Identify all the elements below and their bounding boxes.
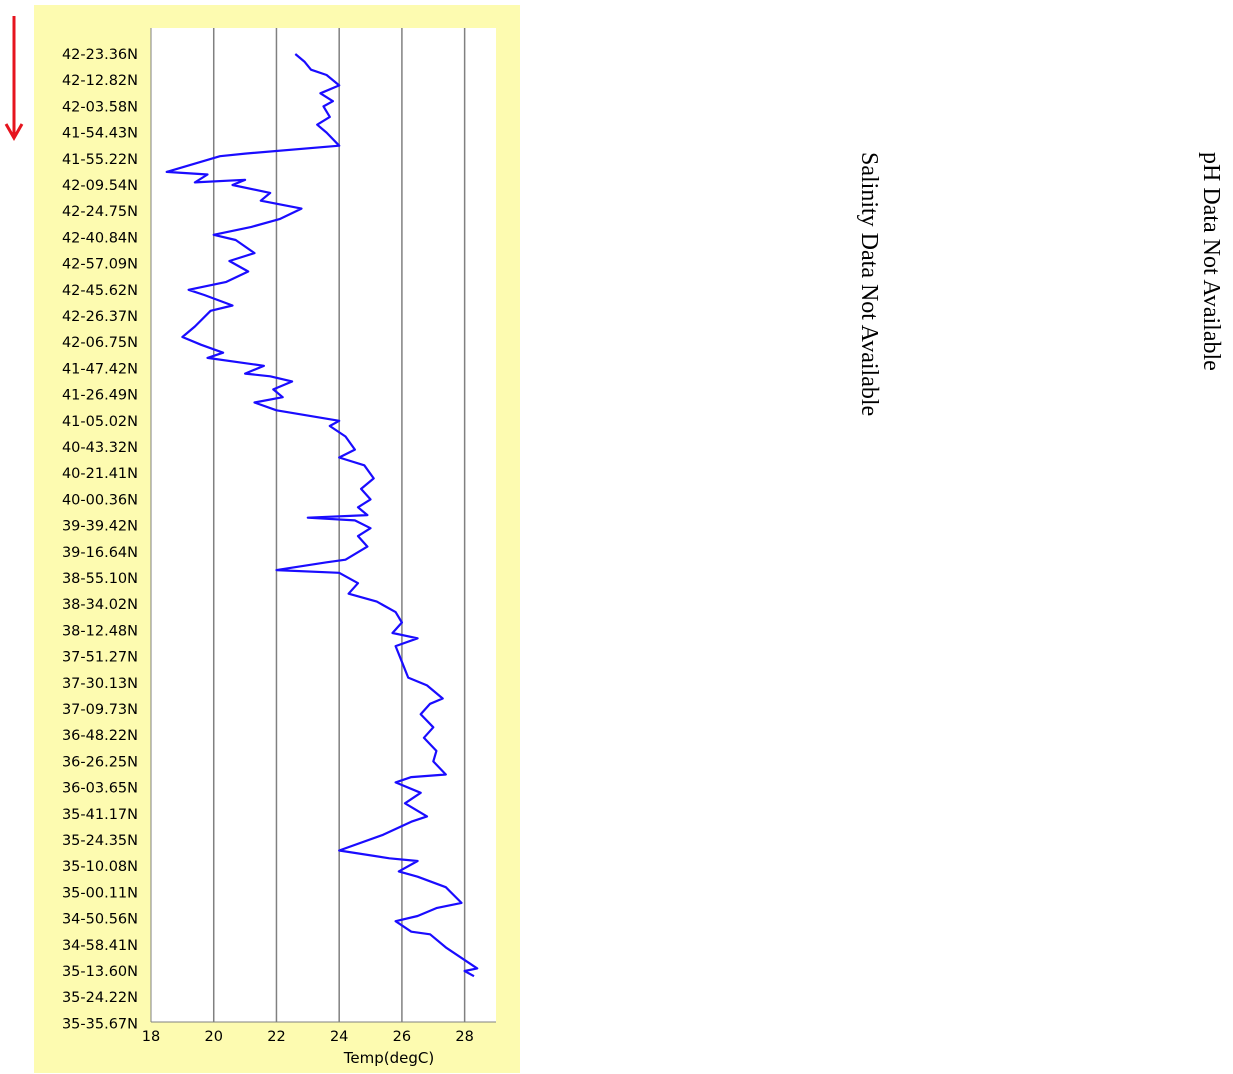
temperature-series-line: [165, 53, 479, 978]
y-tick-labels: 42-23.36N 42-12.82N 42-03.58N 41-54.43N 41-5…: [62, 47, 138, 1032]
y-tick-label: 39-16.64N: [62, 545, 138, 561]
y-tick-label: 40-00.36N: [62, 492, 138, 508]
ph-unavailable-message: pH Data Not Available: [1198, 152, 1224, 371]
y-tick-label: 38-34.02N: [62, 597, 138, 613]
y-tick-label: 40-21.41N: [62, 466, 138, 482]
y-tick-label: 42-12.82N: [62, 73, 138, 89]
y-tick-label: 41-47.42N: [62, 361, 138, 377]
y-tick-label: 35-41.17N: [62, 807, 138, 823]
y-tick-label: 41-55.22N: [62, 152, 138, 168]
x-tick-label: 24: [330, 1029, 348, 1045]
x-tick-label: 26: [393, 1029, 411, 1045]
y-tick-label: 36-48.22N: [62, 728, 138, 744]
x-tick-labels: 18 20 22 24 26 28: [142, 1029, 474, 1045]
y-tick-label: 38-55.10N: [62, 571, 138, 587]
y-tick-label: 37-09.73N: [62, 702, 138, 718]
y-tick-label: 42-26.37N: [62, 309, 138, 325]
y-tick-label: 42-57.09N: [62, 257, 138, 273]
y-tick-label: 35-10.08N: [62, 859, 138, 875]
y-tick-label: 35-24.35N: [62, 833, 138, 849]
y-tick-label: 35-00.11N: [62, 885, 138, 901]
temperature-chart: 42-23.36N 42-12.82N 42-03.58N 41-54.43N 41-5…: [62, 28, 496, 1067]
down-arrow-icon: [4, 16, 24, 142]
x-tick-label: 22: [267, 1029, 285, 1045]
y-tick-label: 42-23.36N: [62, 47, 138, 63]
gridlines: [212, 28, 466, 1022]
y-tick-label: 42-09.54N: [62, 178, 138, 194]
y-tick-label: 35-24.22N: [62, 990, 138, 1006]
y-tick-label: 42-06.75N: [62, 335, 138, 351]
y-tick-label: 42-03.58N: [62, 99, 138, 115]
x-axis-title: Temp(degC): [343, 1049, 434, 1067]
y-tick-label: 35-13.60N: [62, 964, 138, 980]
y-tick-label: 42-24.75N: [62, 204, 138, 220]
salinity-unavailable-message: Salinity Data Not Available: [856, 152, 882, 417]
y-tick-label: 41-26.49N: [62, 388, 138, 404]
y-tick-label: 42-45.62N: [62, 283, 138, 299]
y-tick-label: 41-05.02N: [62, 414, 138, 430]
y-tick-label: 40-43.32N: [62, 440, 138, 456]
y-tick-label: 37-51.27N: [62, 650, 138, 666]
temperature-chart-panel: 42-23.36N 42-12.82N 42-03.58N 41-54.43N 41-5…: [34, 5, 520, 1073]
x-tick-label: 18: [142, 1029, 160, 1045]
y-tick-label: 39-39.42N: [62, 519, 138, 535]
y-tick-label: 37-30.13N: [62, 676, 138, 692]
plot-area: [151, 28, 496, 1022]
y-tick-label: 36-03.65N: [62, 781, 138, 797]
y-tick-label: 42-40.84N: [62, 230, 138, 246]
x-tick-label: 20: [205, 1029, 223, 1045]
y-tick-label: 36-26.25N: [62, 754, 138, 770]
y-tick-label: 35-35.67N: [62, 1016, 138, 1032]
y-tick-label: 34-58.41N: [62, 938, 138, 954]
y-tick-label: 41-54.43N: [62, 126, 138, 142]
x-tick-label: 28: [455, 1029, 473, 1045]
y-tick-label: 34-50.56N: [62, 912, 138, 928]
y-tick-label: 38-12.48N: [62, 623, 138, 639]
